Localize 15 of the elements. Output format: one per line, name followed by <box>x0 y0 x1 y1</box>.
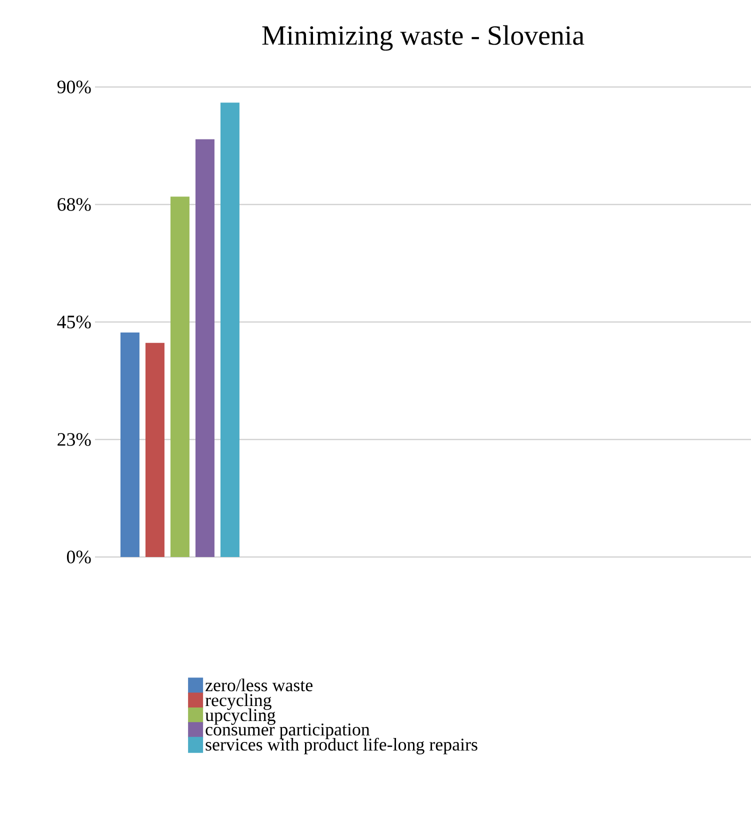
y-tick-label: 0% <box>66 550 91 564</box>
y-tick-label: 90% <box>57 80 91 94</box>
bar <box>220 102 240 557</box>
legend-label: services with product life-long repairs <box>206 738 478 754</box>
bar <box>120 332 140 557</box>
y-tick-label: 23% <box>58 433 91 446</box>
y-tick-label: 45% <box>57 316 91 328</box>
legend-label: upcycling <box>205 708 276 725</box>
bar <box>145 342 164 557</box>
chart-title: Minimizing waste - Slovenia <box>262 25 584 51</box>
bar <box>195 139 214 557</box>
legend-label: zero/less waste <box>206 678 312 692</box>
bar <box>170 196 190 557</box>
legend-label: recycling <box>205 694 272 710</box>
y-tick-label: 68% <box>58 198 91 211</box>
